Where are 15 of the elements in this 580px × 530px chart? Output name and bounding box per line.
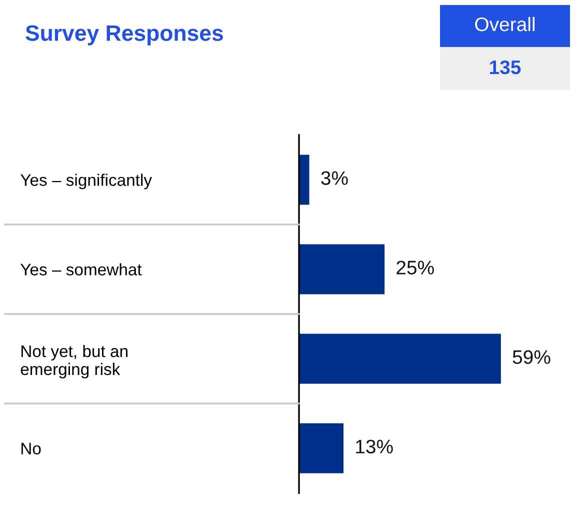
data-label: 3% (321, 171, 348, 185)
data-label: 25% (396, 260, 434, 274)
bar (299, 423, 344, 474)
data-label: 13% (356, 440, 393, 454)
text: 135 (490, 60, 521, 74)
data-label: 59% (512, 350, 550, 364)
y-tick-label: No (22, 442, 41, 454)
text: Overall (475, 16, 534, 32)
bar (299, 154, 310, 205)
y-tick-label: Yes – somewhat (20, 263, 142, 276)
chart-title: Survey Responses (26, 25, 223, 46)
bar (299, 334, 501, 384)
bar (299, 244, 385, 294)
y-tick-label: Not yet, but an emerging risk (20, 344, 128, 378)
y-tick-label: Yes – significantly (20, 174, 152, 190)
